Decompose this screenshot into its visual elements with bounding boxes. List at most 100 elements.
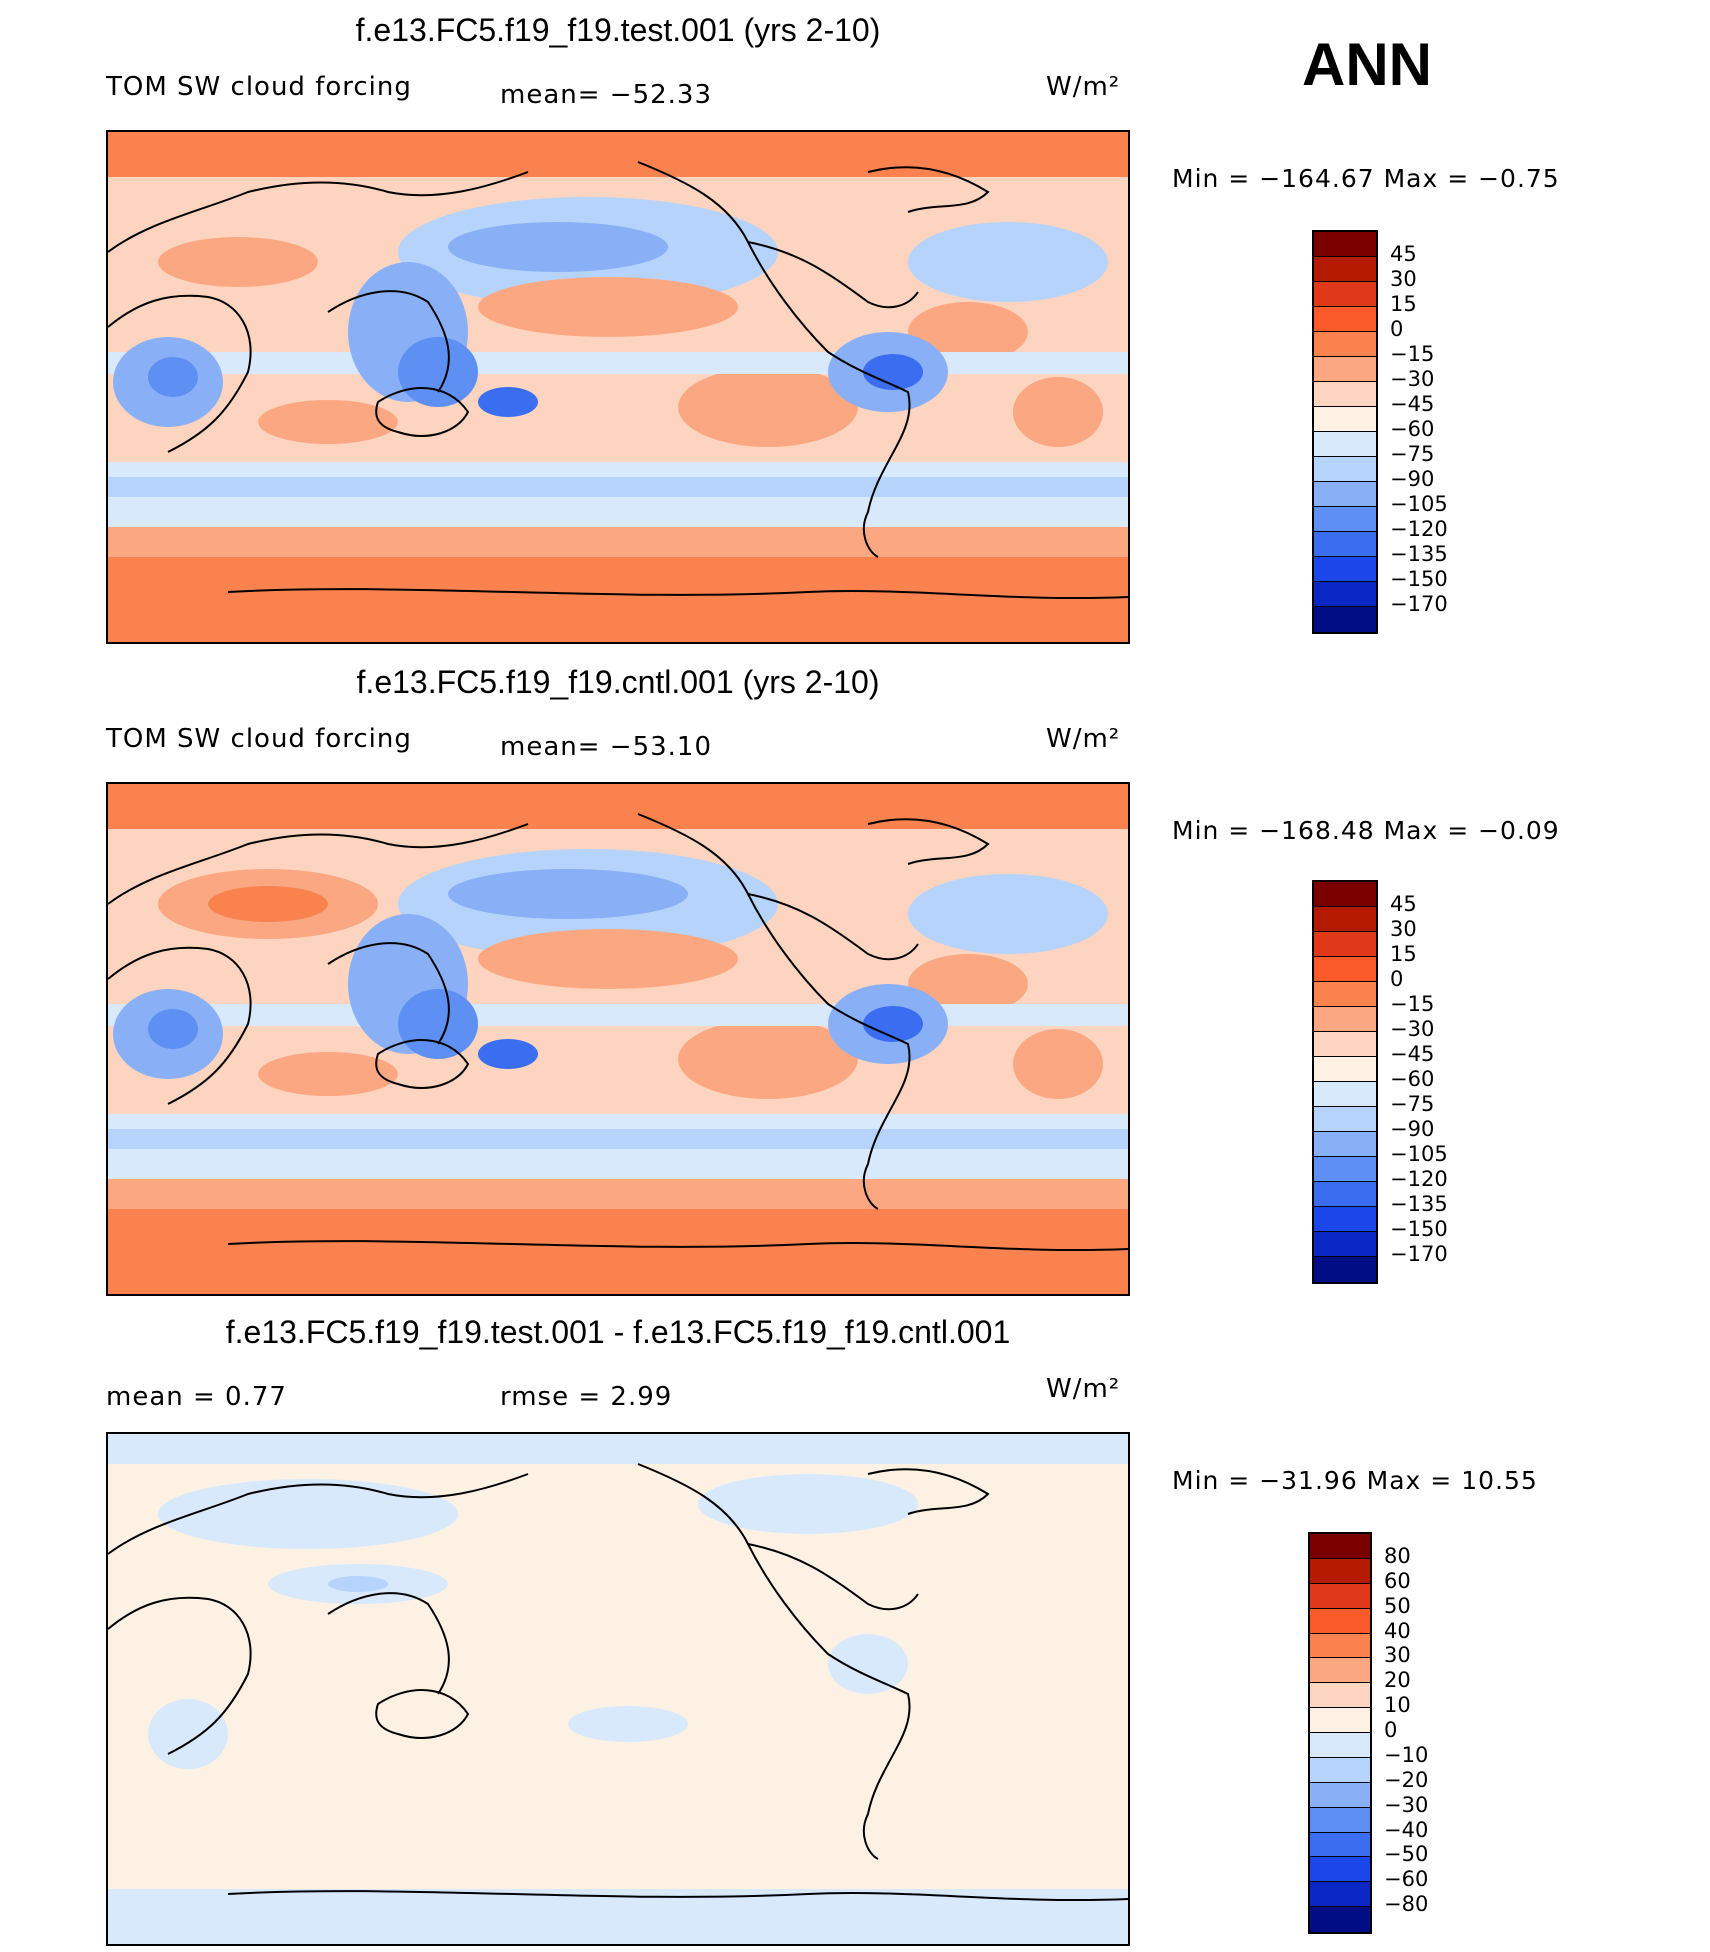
colorbar-box [1310, 1658, 1370, 1684]
colorbar-box [1310, 1633, 1370, 1659]
colorbar-tick-label: −20 [1384, 1767, 1429, 1792]
colorbar-box [1310, 1882, 1370, 1908]
colorbar-box [1314, 1257, 1376, 1282]
colorbar-box [1314, 407, 1376, 432]
colorbar-tick-label: 20 [1384, 1668, 1411, 1693]
colorbar-tick-label: −30 [1390, 1017, 1435, 1041]
colorbar-tick-label: −105 [1390, 492, 1448, 516]
panel-1-minmax: Min = −164.67 Max = −0.75 [1172, 164, 1560, 193]
colorbar-tick-label: −75 [1390, 442, 1435, 466]
colorbar-box [1310, 1757, 1370, 1783]
panel-3-colorbar-ticks: 80 60 50 40 30 20 10 0 −10 −20 −30 −40 −50 −60 −80 [1384, 1532, 1504, 1934]
colorbar-box [1314, 1057, 1376, 1082]
colorbar-box [1310, 1608, 1370, 1634]
colorbar-tick-label: 10 [1384, 1693, 1411, 1718]
colorbar-tick-label: 50 [1384, 1593, 1411, 1618]
colorbar-tick-label: 60 [1384, 1568, 1411, 1593]
colorbar-tick-label: 30 [1384, 1643, 1411, 1668]
colorbar-tick-label: 45 [1390, 242, 1417, 266]
season-label: ANN [1302, 31, 1432, 98]
colorbar-tick-label: 45 [1390, 892, 1417, 916]
colorbar-box [1314, 457, 1376, 482]
colorbar-tick-label: −15 [1390, 992, 1435, 1016]
colorbar-box [1310, 1807, 1370, 1833]
colorbar-tick-label: −40 [1384, 1817, 1429, 1842]
colorbar-box [1314, 307, 1376, 332]
colorbar-box [1314, 932, 1376, 957]
colorbar-tick-label: 0 [1390, 967, 1404, 991]
colorbar-box [1314, 882, 1376, 907]
colorbar-box [1314, 982, 1376, 1007]
panel-2-minmax: Min = −168.48 Max = −0.09 [1172, 816, 1560, 845]
colorbar-tick-label: −45 [1390, 392, 1435, 416]
colorbar-tick-label: −90 [1390, 1117, 1435, 1141]
colorbar-box [1314, 957, 1376, 982]
colorbar-tick-label: 40 [1384, 1618, 1411, 1643]
colorbar-tick-label: −75 [1390, 1092, 1435, 1116]
colorbar-box [1310, 1583, 1370, 1609]
colorbar-box [1314, 1232, 1376, 1257]
colorbar-tick-label: −80 [1384, 1892, 1429, 1917]
colorbar-box [1310, 1708, 1370, 1733]
panel-2-variable-label: TOM SW cloud forcing [106, 724, 412, 754]
colorbar-box [1310, 1534, 1370, 1559]
panel-1-colorbar-ticks: 45 30 15 0 −15 −30 −45 −60 −75 −90 −105 −120 −135 −15… [1390, 230, 1510, 634]
colorbar-tick-label: −60 [1384, 1867, 1429, 1892]
colorbar-box [1314, 557, 1376, 582]
colorbar-tick-label: −105 [1390, 1142, 1448, 1166]
colorbar-box [1310, 1782, 1370, 1808]
colorbar-box [1314, 907, 1376, 932]
colorbar-box [1314, 332, 1376, 357]
colorbar-box [1314, 232, 1376, 257]
colorbar-tick-label: 15 [1390, 942, 1417, 966]
colorbar-tick-label: −60 [1390, 1067, 1435, 1091]
colorbar-tick-label: 0 [1390, 317, 1404, 341]
colorbar-tick-label: 30 [1390, 917, 1417, 941]
panel-3-map [106, 1432, 1130, 1946]
panel-2-colorbar-ticks: 45 30 15 0 −15 −30 −45 −60 −75 −90 −105 −120 −135 −15… [1390, 880, 1510, 1284]
colorbar-box [1314, 1207, 1376, 1232]
colorbar-tick-label: −135 [1390, 1192, 1448, 1216]
colorbar-box [1314, 1132, 1376, 1157]
colorbar-box [1314, 1007, 1376, 1032]
colorbar-box [1310, 1907, 1370, 1932]
panel-2-mean-label: mean= −53.10 [500, 732, 713, 762]
colorbar-box [1314, 1157, 1376, 1182]
colorbar-box [1314, 432, 1376, 457]
colorbar-tick-label: −45 [1390, 1042, 1435, 1066]
panel-3-colorbar [1308, 1532, 1372, 1934]
colorbar-tick-label: 80 [1384, 1543, 1411, 1568]
colorbar-box [1314, 532, 1376, 557]
panel-3-rmse-label: rmse = 2.99 [500, 1382, 673, 1412]
colorbar-tick-label: −120 [1390, 1167, 1448, 1191]
panel-2-map [106, 782, 1130, 1296]
colorbar-tick-label: −50 [1384, 1842, 1429, 1867]
panel-3-units-label: W/m² [1046, 1374, 1121, 1404]
colorbar-tick-label: −30 [1390, 367, 1435, 391]
colorbar-tick-label: −15 [1390, 342, 1435, 366]
colorbar-box [1314, 1107, 1376, 1132]
panel-2-units-label: W/m² [1046, 724, 1121, 754]
colorbar-tick-label: 0 [1384, 1718, 1398, 1742]
colorbar-box [1314, 1082, 1376, 1107]
panel-1-units-label: W/m² [1046, 72, 1121, 102]
colorbar-tick-label: −135 [1390, 542, 1448, 566]
panel-1-map [106, 130, 1130, 644]
colorbar-tick-label: 30 [1390, 267, 1417, 291]
panel-1-variable-label: TOM SW cloud forcing [106, 72, 412, 102]
panel-3-minmax: Min = −31.96 Max = 10.55 [1172, 1466, 1538, 1495]
panel-3-mean-label: mean = 0.77 [106, 1382, 287, 1412]
colorbar-box [1314, 607, 1376, 632]
panel-2-title: f.e13.FC5.f19_f19.cntl.001 (yrs 2-10) [356, 664, 880, 700]
colorbar-tick-label: −170 [1390, 1242, 1448, 1266]
colorbar-tick-label: −10 [1384, 1742, 1429, 1767]
colorbar-box [1314, 257, 1376, 282]
colorbar-box [1310, 1733, 1370, 1758]
colorbar-box [1310, 1558, 1370, 1584]
colorbar-box [1310, 1683, 1370, 1709]
colorbar-box [1314, 1032, 1376, 1057]
colorbar-box [1314, 357, 1376, 382]
colorbar-tick-label: −30 [1384, 1792, 1429, 1817]
colorbar-box [1310, 1832, 1370, 1858]
panel-3-title: f.e13.FC5.f19_f19.test.001 - f.e13.FC5.f… [225, 1314, 1011, 1350]
